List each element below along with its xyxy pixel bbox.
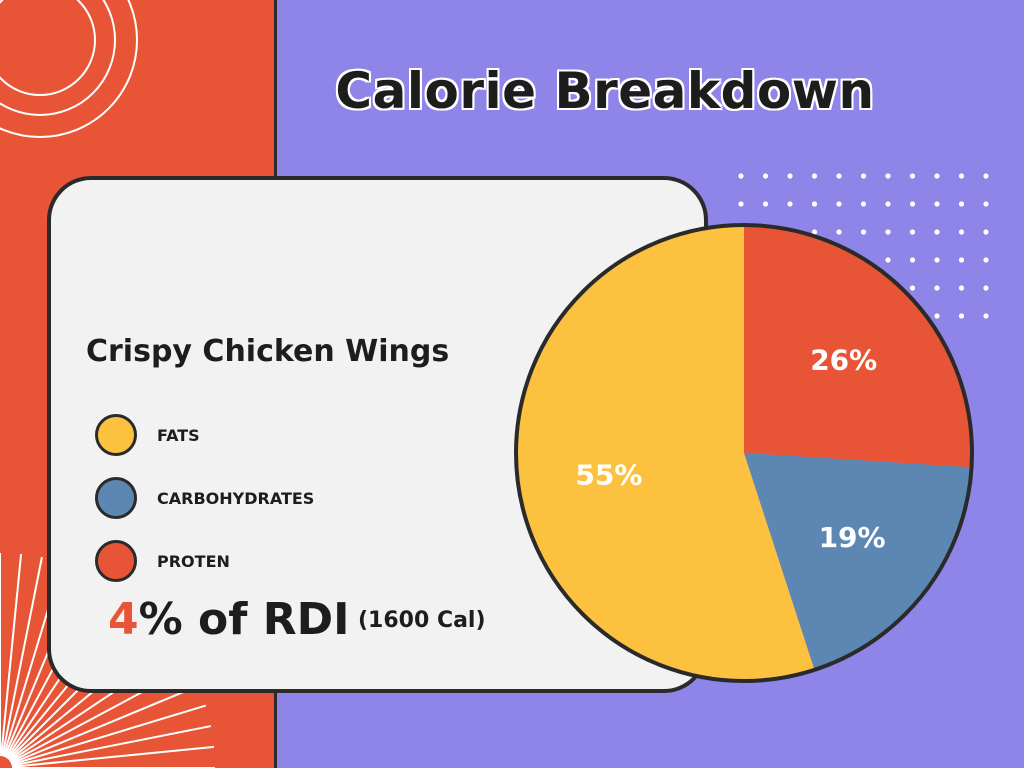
pie-label-carbohydrates: 19% — [819, 521, 886, 554]
decor-dot — [934, 313, 940, 319]
decor-dot — [934, 229, 940, 235]
decor-dot — [885, 173, 891, 179]
page-title: Calorie Breakdown — [335, 62, 875, 120]
decor-dot — [738, 201, 744, 207]
pie-outline — [514, 223, 974, 683]
sunburst-ray — [11, 745, 215, 768]
decor-dot — [958, 257, 965, 263]
decor-dot — [983, 285, 989, 291]
decor-dot — [934, 201, 940, 207]
decor-dot — [811, 173, 818, 179]
decor-dot — [811, 229, 818, 235]
decor-dot — [811, 201, 818, 207]
decor-dot — [836, 229, 842, 235]
decor-dot — [836, 201, 842, 207]
decor-dot — [762, 173, 769, 179]
decor-dot — [958, 201, 965, 207]
rdi-percent: 4 — [108, 594, 139, 645]
decor-dot — [762, 201, 769, 207]
rdi-summary: 4% of RDI — [108, 594, 350, 645]
decor-dot — [958, 229, 965, 235]
decor-dot — [885, 229, 891, 235]
decor-dot — [909, 173, 916, 179]
pie-label-protein: 26% — [810, 343, 877, 376]
decor-dot — [787, 201, 793, 207]
sunburst-ray — [1, 556, 43, 757]
decor-dot — [958, 313, 965, 319]
decor-dot — [934, 257, 940, 263]
decor-dot — [787, 173, 793, 179]
decor-dot — [983, 201, 989, 207]
decor-dot — [885, 201, 891, 207]
decor-dot — [860, 229, 867, 235]
decor-dot — [909, 285, 916, 291]
pie-slice-protein — [744, 225, 973, 468]
sunburst-ray — [0, 553, 23, 757]
decor-dot — [860, 201, 867, 207]
decor-dot — [983, 229, 989, 235]
decor-dot — [934, 173, 940, 179]
decor-dot — [909, 229, 916, 235]
decor-dot — [983, 313, 989, 319]
pie-label-fats: 55% — [575, 458, 642, 491]
decor-dot — [909, 257, 916, 263]
decor-dot — [738, 173, 744, 179]
legend-label-protein: PROTEN — [157, 552, 230, 571]
decor-dot — [958, 173, 965, 179]
legend-swatch-fats — [95, 414, 137, 456]
decor-dot — [983, 257, 989, 263]
rdi-suffix: % of RDI — [138, 594, 350, 645]
rdi-calories: (1600 Cal) — [358, 608, 486, 633]
pie-slice-fats — [516, 225, 815, 681]
decor-dot — [934, 285, 940, 291]
decor-dot — [860, 173, 867, 179]
decor-dot — [983, 173, 989, 179]
pie-slice-carbohydrates — [744, 453, 972, 670]
legend-label-carbohydrates: CARBOHYDRATES — [157, 489, 315, 508]
legend-swatch-carbohydrates — [95, 477, 137, 519]
concentric-circles-decoration — [0, 0, 138, 138]
legend-label-fats: FATS — [157, 426, 200, 445]
decor-dot — [836, 173, 842, 179]
decor-dot — [885, 257, 891, 263]
decor-dot — [958, 285, 965, 291]
legend-swatch-protein — [95, 540, 137, 582]
decor-dot — [909, 201, 916, 207]
sunburst-ray — [11, 725, 212, 767]
sunburst-ray — [10, 684, 200, 765]
food-name: Crispy Chicken Wings — [86, 334, 450, 369]
sunburst-ray — [11, 704, 207, 766]
